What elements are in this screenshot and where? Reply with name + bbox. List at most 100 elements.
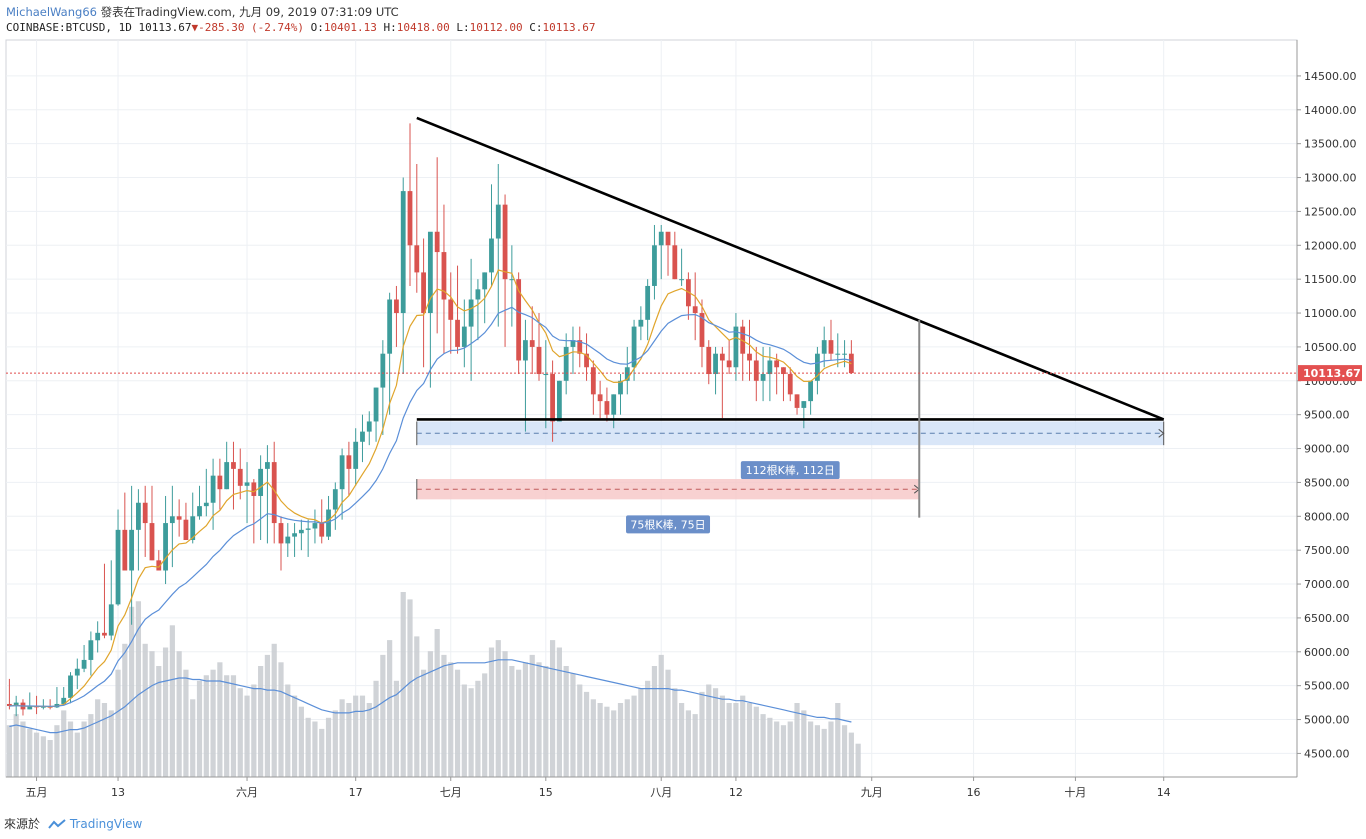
volume-bar <box>482 673 488 777</box>
volume-bar <box>685 710 691 777</box>
volume-bar <box>325 717 332 777</box>
candle-body <box>169 516 175 524</box>
candle-body <box>747 353 752 361</box>
time-tick-label: 17 <box>349 786 363 799</box>
candle-body <box>271 462 277 524</box>
volume-bar <box>611 710 617 777</box>
candle-body <box>292 533 297 537</box>
time-tick-label: 十月 <box>1064 785 1086 799</box>
price-axis[interactable]: 4500.00 5000.00 5500.00 6000.00 6500.00 7000.… <box>1296 40 1362 777</box>
descending-trendline[interactable] <box>416 116 1165 421</box>
volume-bar <box>400 592 406 777</box>
volume-bar <box>549 640 556 777</box>
time-tick-label: 12 <box>729 786 743 799</box>
volume-bar <box>746 703 753 777</box>
volume-bar <box>454 669 461 777</box>
volume-bar <box>380 654 386 777</box>
candle-body <box>380 353 386 388</box>
candle-body <box>197 506 202 517</box>
price-tick-label: 4500.00 <box>1304 747 1350 760</box>
volume-bar <box>617 703 624 777</box>
candle-body <box>556 380 562 422</box>
candle-body <box>129 529 135 571</box>
candle-body <box>285 536 291 544</box>
volume-bar <box>536 662 542 777</box>
candle-body <box>6 703 12 706</box>
candle-body <box>312 523 318 529</box>
range-annotations[interactable]: 112根K棒, 112日 75根K棒, 75日 <box>416 421 1165 534</box>
volume-bar <box>692 714 698 777</box>
price-tick-label: 6500.00 <box>1304 612 1350 625</box>
open-value: 10401.13 <box>323 21 377 34</box>
candle-body <box>570 340 576 347</box>
volume-bar <box>162 647 169 777</box>
volume-bar <box>271 643 277 777</box>
volume-bar <box>672 688 678 777</box>
candle-body <box>387 299 393 354</box>
candle-body <box>122 529 128 571</box>
volume-bar <box>47 740 53 777</box>
volume-bar <box>346 703 352 777</box>
volume-bar <box>808 721 814 777</box>
volume-bar <box>563 666 569 777</box>
candle-body <box>719 353 725 361</box>
range-75-box[interactable] <box>416 479 920 500</box>
candle-body <box>319 523 325 537</box>
volume-bar <box>774 721 780 777</box>
candle-body <box>251 482 257 496</box>
last-price: 10113.67 <box>138 21 192 34</box>
volume-bar <box>332 710 338 777</box>
candle-body <box>298 529 304 534</box>
candle-body <box>753 360 759 381</box>
candle-body <box>461 326 467 347</box>
volume-bar <box>251 684 257 777</box>
candle-body <box>373 387 379 422</box>
author-name[interactable]: MichaelWang66 <box>6 5 97 19</box>
candle-body <box>706 346 712 375</box>
volume-bar <box>767 717 773 777</box>
candle-body <box>794 394 800 408</box>
volume-bar <box>502 651 508 777</box>
volume-bar <box>169 625 175 777</box>
ohlc-bar: COINBASE:BTCUSD, 1D 10113.67▼-285.30 (-2… <box>6 21 595 34</box>
volume-bar <box>679 703 685 777</box>
price-tick-label: 12000.00 <box>1304 239 1357 252</box>
drawings[interactable] <box>6 116 1297 518</box>
time-tick-label: 八月 <box>650 786 672 799</box>
volume-bar <box>81 721 87 777</box>
price-tick-label: 6000.00 <box>1304 646 1350 659</box>
candle-body <box>509 279 515 281</box>
down-arrow-icon: ▼ <box>191 21 199 34</box>
candle-body <box>203 502 209 507</box>
candle-body <box>448 299 454 320</box>
candle-body <box>326 509 331 537</box>
volume-bar <box>821 728 827 777</box>
range-75-badge-label: 75根K棒, 75日 <box>630 517 705 531</box>
candle-body <box>597 394 603 402</box>
volume-bar <box>570 673 576 777</box>
time-axis[interactable]: 五月 13 六月 17 七月 15 八月 12 九月 16 十月 14 <box>6 776 1297 799</box>
volume-bar <box>631 695 637 777</box>
candle-body <box>733 326 739 368</box>
candle-body <box>801 401 807 408</box>
candle-body <box>346 455 352 469</box>
tradingview-brand[interactable]: TradingView <box>69 817 143 831</box>
candle-body <box>699 313 705 347</box>
change-value: -285.30 (-2.74%) <box>198 21 305 34</box>
volume-bar <box>753 706 759 777</box>
volume-bar <box>264 654 271 777</box>
volume-bar <box>780 725 787 777</box>
candle-body <box>61 697 67 704</box>
candle-body <box>652 245 657 286</box>
price-tick-label: 12500.00 <box>1304 205 1357 218</box>
volume-bar <box>468 688 474 777</box>
volume-bar <box>488 647 495 777</box>
price-tick-label: 11000.00 <box>1304 307 1357 320</box>
published-text: 發表在TradingView.com, 九月 09, 2019 07:31:09… <box>100 5 399 19</box>
high-value: 10418.00 <box>396 21 450 34</box>
volume-bar <box>645 680 651 777</box>
candle-body <box>265 462 270 469</box>
volume-bar <box>794 703 800 777</box>
low-value: 10112.00 <box>469 21 523 34</box>
